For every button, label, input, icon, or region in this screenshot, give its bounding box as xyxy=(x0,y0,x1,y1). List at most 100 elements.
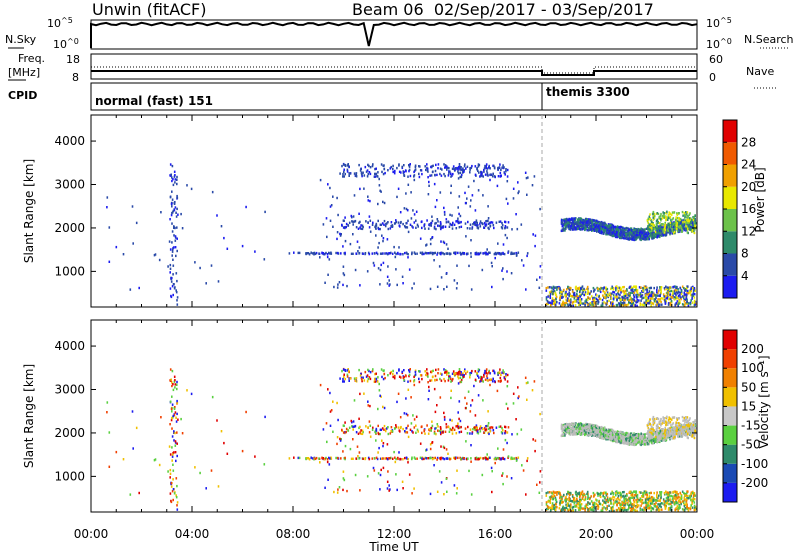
scatter-cell xyxy=(362,252,364,255)
scatter-cell xyxy=(661,214,664,218)
scatter-cell xyxy=(596,230,598,233)
scatter-cell xyxy=(665,218,667,222)
scatter-cell xyxy=(486,170,488,173)
scatter-cell xyxy=(353,425,356,428)
scatter-cell xyxy=(559,298,561,302)
scatter-cell xyxy=(174,431,176,435)
scatter-cell xyxy=(630,227,632,231)
scatter-cell xyxy=(693,218,696,221)
scatter-cell xyxy=(408,165,411,168)
scatter-cell xyxy=(354,424,357,428)
scatter-cell xyxy=(658,235,661,239)
scatter-cell xyxy=(561,219,563,222)
scatter-cell xyxy=(553,299,555,302)
scatter-cell xyxy=(659,298,661,301)
scatter-cell xyxy=(575,222,578,226)
scatter-cell xyxy=(608,299,610,302)
scatter-cell xyxy=(488,164,490,168)
scatter-cell xyxy=(466,370,469,373)
scatter-cell xyxy=(344,456,346,460)
scatter-cell xyxy=(115,450,118,454)
scatter-cell xyxy=(486,379,489,382)
scatter-cell xyxy=(337,213,339,217)
scatter-cell xyxy=(420,220,423,224)
scatter-cell xyxy=(416,428,419,431)
scatter-cell xyxy=(623,229,626,232)
scatter-cell xyxy=(510,477,513,480)
scatter-cell xyxy=(586,292,589,295)
scatter-cell xyxy=(649,213,651,216)
scatter-cell xyxy=(372,466,375,470)
scatter-cell xyxy=(685,228,687,231)
scatter-cell xyxy=(439,226,442,229)
scatter-cell xyxy=(430,456,432,460)
scatter-cell xyxy=(660,287,662,291)
scatter-cell xyxy=(365,220,367,223)
scatter-cell xyxy=(482,194,484,197)
scatter-cell xyxy=(387,374,389,377)
scatter-cell xyxy=(129,288,132,291)
scatter-cell xyxy=(484,223,486,226)
scatter-cell xyxy=(671,230,674,233)
scatter-cell xyxy=(586,287,588,291)
scatter-cell xyxy=(654,294,656,297)
scatter-cell xyxy=(369,377,372,381)
scatter-cell xyxy=(539,412,541,416)
scatter-cell xyxy=(675,291,678,294)
scatter-cell xyxy=(656,300,658,303)
scatter-cell xyxy=(656,212,659,215)
scatter-cell xyxy=(639,303,642,306)
scatter-cell xyxy=(520,428,523,431)
scatter-cell xyxy=(640,238,642,242)
scatter-cell xyxy=(217,280,220,283)
scatter-cell xyxy=(539,265,542,268)
scatter-cell xyxy=(500,373,502,377)
scatter-cell xyxy=(460,380,463,384)
scatter-cell xyxy=(501,426,503,430)
scatter-cell xyxy=(572,295,574,298)
scatter-cell xyxy=(588,228,590,232)
scatter-cell xyxy=(581,292,584,295)
scatter-cell xyxy=(497,380,500,383)
scatter-cell xyxy=(322,457,325,460)
scatter-cell xyxy=(582,302,585,305)
scatter-cell xyxy=(174,178,177,181)
scatter-cell xyxy=(595,224,597,227)
scatter-cell xyxy=(186,389,188,392)
scatter-cell xyxy=(676,222,678,225)
scatter-cell xyxy=(377,219,379,223)
scatter-cell xyxy=(345,430,347,434)
scatter-cell xyxy=(598,295,600,299)
scatter-cell xyxy=(693,221,695,224)
scatter-cell xyxy=(586,220,588,223)
scatter-cell xyxy=(577,301,580,304)
scatter-cell xyxy=(659,294,661,297)
scatter-cell xyxy=(491,265,493,268)
scatter-cell xyxy=(491,470,493,473)
scatter-cell xyxy=(325,251,327,255)
scatter-cell xyxy=(338,281,341,284)
scatter-cell xyxy=(172,273,174,276)
scatter-cell xyxy=(633,295,635,298)
scatter-cell xyxy=(470,288,473,291)
scatter-cell xyxy=(479,456,482,460)
scatter-cell xyxy=(395,457,397,461)
scatter-cell xyxy=(460,378,463,382)
scatter-cell xyxy=(506,270,508,273)
scatter-cell xyxy=(319,178,322,182)
scatter-cell xyxy=(676,285,678,289)
scatter-cell xyxy=(604,296,606,299)
scatter-cell xyxy=(467,425,469,429)
scatter-cell xyxy=(577,297,579,300)
scatter-cell xyxy=(357,227,360,230)
scatter-cell xyxy=(586,301,589,305)
scatter-cell xyxy=(579,299,581,303)
freq-label-1: Freq. xyxy=(18,52,45,65)
scatter-cell xyxy=(612,294,615,297)
scatter-cell xyxy=(459,167,461,170)
scatter-cell xyxy=(419,370,421,373)
scatter-cell xyxy=(169,492,172,495)
scatter-cell xyxy=(362,171,364,174)
scatter-cell xyxy=(500,226,503,229)
scatter-cell xyxy=(651,290,653,294)
